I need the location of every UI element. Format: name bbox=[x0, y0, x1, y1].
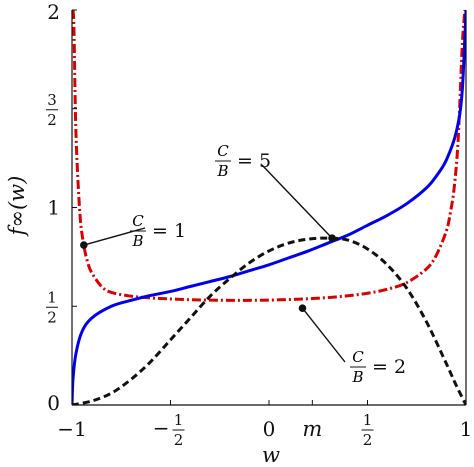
svg-text:C: C bbox=[132, 212, 144, 230]
svg-text:−: − bbox=[153, 416, 170, 440]
x-tick-label-2: 0 bbox=[263, 417, 276, 441]
svg-text:2: 2 bbox=[363, 431, 373, 449]
svg-text:B: B bbox=[131, 232, 143, 250]
svg-text:2: 2 bbox=[47, 111, 57, 129]
y-axis-label: f∞(w) bbox=[5, 176, 29, 238]
svg-text:C: C bbox=[352, 348, 364, 366]
axis-labels: w f∞(w) bbox=[5, 176, 280, 467]
x-tick-label-3: 12 bbox=[361, 411, 374, 449]
annotations: CB = 1CB = 2CB = 5 bbox=[80, 142, 406, 386]
svg-text:−1: −1 bbox=[57, 417, 86, 441]
series-line-0 bbox=[72, 9, 466, 302]
annotation-leader-1 bbox=[301, 307, 346, 363]
y-tick-label-3: 32 bbox=[46, 91, 58, 129]
annotation-point-1 bbox=[298, 304, 307, 313]
annotation-label-2: CB = 5 bbox=[215, 142, 271, 180]
svg-text:1: 1 bbox=[460, 417, 473, 441]
svg-text:1: 1 bbox=[363, 411, 373, 429]
y-tick-label-4: 2 bbox=[47, 0, 60, 24]
curves bbox=[72, 9, 466, 405]
svg-text:1: 1 bbox=[174, 411, 184, 429]
svg-text:3: 3 bbox=[47, 91, 57, 109]
svg-text:B: B bbox=[351, 368, 363, 386]
svg-text:B: B bbox=[216, 162, 228, 180]
x-axis-label: w bbox=[262, 443, 280, 467]
svg-text:= 2: = 2 bbox=[372, 356, 406, 378]
annotation-point-2 bbox=[328, 234, 336, 242]
svg-text:C: C bbox=[217, 142, 229, 160]
annotation-leader-2 bbox=[261, 164, 333, 239]
svg-text:1: 1 bbox=[47, 196, 60, 220]
axes bbox=[71, 10, 467, 406]
x-tick-label-1: −1 2 bbox=[153, 411, 185, 449]
svg-text:0: 0 bbox=[263, 417, 276, 441]
annotation-label-1: CB = 2 bbox=[350, 348, 406, 386]
x-marker-label: m bbox=[302, 417, 322, 441]
x-tick-label-4: 1 bbox=[460, 417, 473, 441]
x-tick-label-0: −1 bbox=[57, 417, 86, 441]
svg-text:1: 1 bbox=[47, 288, 57, 306]
svg-text:0: 0 bbox=[47, 391, 60, 415]
y-tick-label-2: 1 bbox=[47, 196, 60, 220]
svg-text:= 5: = 5 bbox=[237, 150, 271, 172]
series-line-1 bbox=[72, 9, 466, 405]
svg-text:2: 2 bbox=[174, 431, 184, 449]
annotation-point-0 bbox=[80, 241, 88, 249]
svg-text:2: 2 bbox=[47, 308, 57, 326]
series-line-2 bbox=[72, 236, 466, 405]
svg-text:= 1: = 1 bbox=[152, 220, 186, 242]
svg-text:2: 2 bbox=[47, 0, 60, 24]
annotation-label-0: CB = 1 bbox=[130, 212, 186, 250]
y-tick-label-0: 0 bbox=[47, 391, 60, 415]
y-tick-label-1: 12 bbox=[46, 288, 58, 326]
